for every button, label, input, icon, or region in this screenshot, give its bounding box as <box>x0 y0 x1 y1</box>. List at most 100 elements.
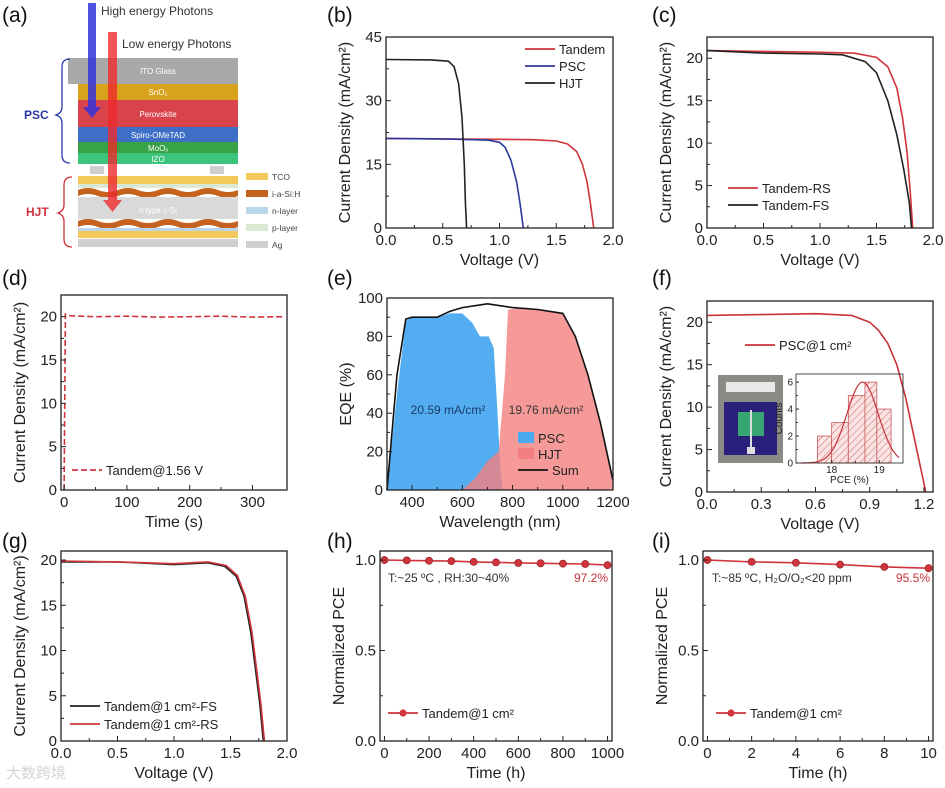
y-tick-label: 2 <box>787 432 793 443</box>
x-tick-label: 300 <box>240 494 265 511</box>
low-energy-arrowhead <box>103 200 122 212</box>
x-tick-label: 400 <box>461 745 486 762</box>
ag-contact-left <box>90 166 104 174</box>
layer-i-a-si-bottom <box>78 219 238 229</box>
chart-f-inset: 18 19 0 2 4 6 PCE (%) Counts <box>774 373 904 486</box>
layer-perovskite <box>78 100 238 127</box>
y-axis-label: Current Density (mA/cm²) <box>337 42 354 223</box>
x-tick-label: 0.5 <box>107 745 128 762</box>
histogram-bar <box>831 422 849 464</box>
legend-entry: Tandem-RS <box>728 181 831 196</box>
panel-label-i: (i) <box>652 530 671 553</box>
y-tick-label: 45 <box>365 29 382 46</box>
chart-c: 0.0 0.5 1.0 1.5 2.0 0 5 10 15 20 Voltage (V) Curren… <box>652 4 943 269</box>
y-tick-label: 4 <box>787 405 793 416</box>
layer-moox <box>78 142 238 153</box>
x-tick-label: 800 <box>500 494 525 511</box>
y-tick-label: 0.5 <box>678 643 699 660</box>
x-tick-label: 2 <box>747 745 755 762</box>
y-tick-label: 5 <box>49 688 57 705</box>
histogram-bar <box>847 395 866 464</box>
plot-frame <box>60 294 288 491</box>
data-point <box>536 559 545 568</box>
y-tick-label: 0 <box>695 220 703 237</box>
device-photo <box>718 375 783 463</box>
annotation: 19.76 mA/cm² <box>509 403 584 417</box>
panel-label-b: (b) <box>327 4 353 27</box>
y-axis-label: Counts <box>774 403 785 435</box>
legend-entry: Tandem@1.56 V <box>72 463 203 478</box>
data-point <box>880 563 889 571</box>
y-tick-label: 1.0 <box>678 552 699 569</box>
legend-label: Tandem <box>559 42 605 57</box>
x-tick-label: 1000 <box>591 745 624 762</box>
legend-entry: Tandem@1 cm² <box>388 706 515 721</box>
legend-swatch-iasih <box>246 190 268 197</box>
y-tick-label: 0 <box>49 733 57 750</box>
x-tick-label: 400 <box>400 494 425 511</box>
y-tick-label: 10 <box>686 135 703 152</box>
data-point <box>402 556 411 565</box>
legend-marker <box>399 709 407 717</box>
high-energy-arrowhead <box>83 107 101 118</box>
y-tick-label: 0 <box>787 459 793 470</box>
legend-entry: Sum <box>518 463 579 478</box>
layer-tco-top <box>78 176 238 184</box>
line-psc-1-cm- <box>706 312 927 493</box>
legend-entry: Tandem-FS <box>728 198 830 213</box>
x-tick-label: 1.2 <box>914 496 935 513</box>
y-axis-label: Current Density (mA/cm²) <box>658 306 675 487</box>
legend-label: Tandem-RS <box>762 181 831 196</box>
annotation: 97.2% <box>574 571 608 585</box>
annotation: T:~25 ºC , RH:30~40% <box>388 571 509 585</box>
layer-label: Spiro-OMeTAD <box>131 131 185 140</box>
panel-label-g: (g) <box>2 530 28 553</box>
y-axis-label: Normalized PCE <box>654 587 671 705</box>
x-tick-label: 200 <box>417 745 442 762</box>
legend-label: Tandem@1 cm² <box>422 706 515 721</box>
x-axis-label: Voltage (V) <box>780 252 859 269</box>
line-tandem <box>385 137 595 229</box>
x-tick-label: 1.0 <box>810 232 831 249</box>
watermark: 大数跨境 <box>6 764 66 782</box>
y-tick-label: 0 <box>49 482 57 499</box>
data-point <box>791 558 800 567</box>
legend-entry: Tandem@1 cm²-FS <box>70 699 217 714</box>
layer-tco-bottom <box>78 231 238 238</box>
y-tick-label: 20 <box>40 552 57 569</box>
x-tick-label: 600 <box>506 745 531 762</box>
x-tick-label: 0.0 <box>697 496 718 513</box>
x-tick-label: 8 <box>880 745 888 762</box>
legend-entry: PSC <box>518 431 565 446</box>
line-tandem-1-cm-rs <box>60 560 266 742</box>
x-tick-label: 0.0 <box>51 745 72 762</box>
y-axis-label: Current Density (mA/cm²) <box>658 42 675 223</box>
x-tick-label: 0.5 <box>432 232 453 249</box>
x-axis-label: Voltage (V) <box>780 516 859 533</box>
low-energy-arrow <box>108 32 117 200</box>
x-tick-label: 1.5 <box>220 745 241 762</box>
legend-label: i-a-Si:H <box>272 189 300 199</box>
psc-label: PSC <box>24 108 49 122</box>
chart-i: 0 2 4 6 8 10 0.0 0.5 1.0 Time (h) Normalized PCE (i… <box>652 530 937 782</box>
x-axis-label: Time (h) <box>789 765 848 782</box>
x-tick-label: 200 <box>177 494 202 511</box>
x-tick-label: 1000 <box>546 494 579 511</box>
plot-frame <box>795 373 904 464</box>
x-tick-label: 1.5 <box>866 232 887 249</box>
legend-entry: PSC@1 cm² <box>745 338 852 353</box>
x-tick-label: 0.0 <box>376 232 397 249</box>
legend-label: Sum <box>552 463 579 478</box>
y-tick-label: 30 <box>365 93 382 110</box>
photo-busbar <box>750 410 752 450</box>
chart-h: 0 200 400 600 800 1000 0.0 0.5 1.0 Time (h) Normal… <box>327 530 624 782</box>
data-point <box>836 560 845 569</box>
x-tick-label: 600 <box>450 494 475 511</box>
y-tick-label: 0.0 <box>355 733 376 750</box>
x-axis-label: Time (s) <box>145 514 203 531</box>
y-tick-label: 0.0 <box>678 733 699 750</box>
layer-spiro <box>78 127 238 142</box>
